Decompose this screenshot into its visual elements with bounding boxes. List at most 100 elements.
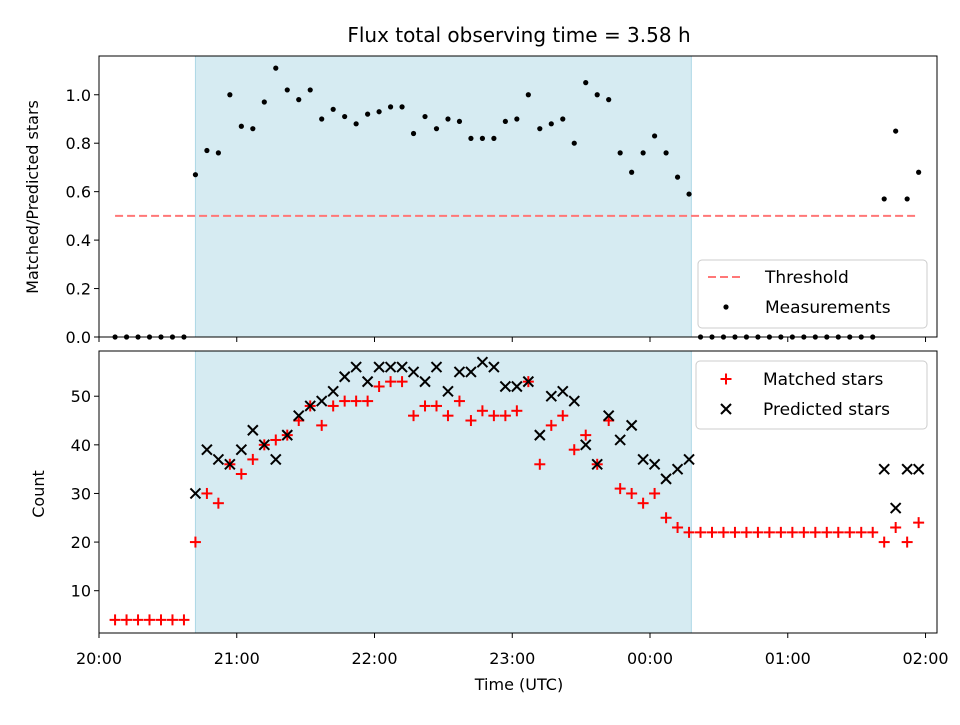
predicted-star-point <box>476 356 489 368</box>
matched-star-point <box>821 526 833 538</box>
predicted-star-point <box>442 385 454 398</box>
matched-star-point <box>166 614 178 626</box>
matched-star-point <box>270 434 282 446</box>
measurement-point <box>456 118 463 125</box>
measurement-point <box>433 126 440 132</box>
measurement-point <box>548 121 554 127</box>
y-tick-label: 50 <box>71 387 91 406</box>
measurement-point <box>686 191 692 197</box>
predicted-star-point <box>683 453 695 466</box>
measurement-point <box>365 111 371 117</box>
measurement-point <box>629 169 635 175</box>
predicted-star-point <box>373 361 385 373</box>
matched-star-point <box>362 395 374 407</box>
measurement-point <box>353 121 359 127</box>
predicted-star-point <box>912 463 925 475</box>
measurement-point <box>238 123 244 129</box>
matched-star-point <box>465 415 477 427</box>
legend-predicted-swatch <box>720 403 732 415</box>
matched-star-point <box>396 376 408 388</box>
measurement-point <box>273 65 279 71</box>
predicted-star-point <box>488 361 500 373</box>
matched-star-point <box>672 521 684 533</box>
matched-star-point <box>568 444 580 456</box>
legend-bottom <box>695 360 928 430</box>
y-axis-label-top: Matched/Predicted stars <box>23 100 42 294</box>
measurement-point <box>330 106 336 112</box>
predicted-star-point <box>465 366 477 378</box>
matched-star-point <box>534 458 546 470</box>
matched-star-point <box>890 521 902 533</box>
measurement-point <box>227 92 233 98</box>
matched-star-point <box>235 468 247 480</box>
axes-frame-top <box>98 55 938 338</box>
y-tick-label: 0.2 <box>66 280 91 299</box>
measurement-point <box>192 172 199 178</box>
matched-star-point <box>155 614 167 626</box>
matched-star-point <box>247 453 259 465</box>
legend-matched-label: Matched stars <box>763 370 883 390</box>
measurement-point <box>204 147 210 154</box>
predicted-star-point <box>224 458 236 470</box>
matched-star-point <box>488 410 500 422</box>
predicted-star-point <box>522 375 535 388</box>
measurement-point <box>594 92 600 98</box>
legend-top <box>697 259 928 329</box>
matched-star-point <box>419 400 431 412</box>
matched-star-point <box>844 526 856 538</box>
measurement-point <box>376 109 382 115</box>
measurement-point <box>422 113 428 120</box>
y-tick-label: 40 <box>71 436 91 455</box>
x-tick-label: 00:00 <box>627 649 673 668</box>
matched-star-point <box>408 410 420 422</box>
matched-star-point <box>545 419 557 431</box>
chart-title: Flux total observing time = 3.58 h <box>347 23 690 47</box>
predicted-star-point <box>281 429 293 441</box>
matched-star-point <box>316 419 328 431</box>
x-tick-label: 01:00 <box>765 649 811 668</box>
matched-star-point <box>763 526 775 538</box>
x-tick-label: 20:00 <box>76 649 122 668</box>
predicted-star-point <box>327 385 339 398</box>
measurement-point <box>502 118 508 125</box>
predicted-star-point <box>591 458 603 470</box>
predicted-star-point <box>235 443 248 456</box>
predicted-star-point <box>304 400 316 412</box>
predicted-star-point <box>625 419 638 432</box>
matched-star-point <box>109 614 121 626</box>
measurement-point <box>284 87 290 93</box>
measurement-point <box>583 80 589 86</box>
matched-star-point <box>683 526 695 538</box>
measurement-point <box>904 196 910 202</box>
predicted-star-point <box>315 395 328 407</box>
predicted-star-point <box>660 473 672 485</box>
matched-star-point <box>373 380 385 392</box>
measurement-point <box>525 92 531 98</box>
shaded-interval-top <box>194 55 692 338</box>
matched-star-point <box>121 614 133 626</box>
matched-star-point <box>695 526 707 538</box>
x-tick-label: 23:00 <box>489 649 535 668</box>
matched-star-point <box>809 526 821 538</box>
matched-star-point <box>867 526 879 538</box>
y-tick-label: 10 <box>71 582 91 601</box>
measurement-point <box>916 169 922 175</box>
measurement-point <box>674 174 681 180</box>
matched-star-point <box>201 487 213 499</box>
matched-star-point <box>212 497 224 509</box>
measurement-point <box>514 116 520 122</box>
measurement-point <box>250 126 256 132</box>
matched-star-point <box>786 526 798 538</box>
matched-star-point <box>706 526 718 538</box>
matched-star-point <box>144 614 156 626</box>
y-tick-label: 0.8 <box>66 134 91 153</box>
matched-star-point <box>798 526 810 538</box>
measurement-point <box>410 130 417 137</box>
predicted-star-point <box>580 439 592 451</box>
measurement-point <box>663 150 669 156</box>
predicted-star-point <box>511 380 523 393</box>
axes-frame-bottom <box>98 350 938 634</box>
measurement-point <box>537 126 543 132</box>
predicted-star-point <box>361 375 374 388</box>
